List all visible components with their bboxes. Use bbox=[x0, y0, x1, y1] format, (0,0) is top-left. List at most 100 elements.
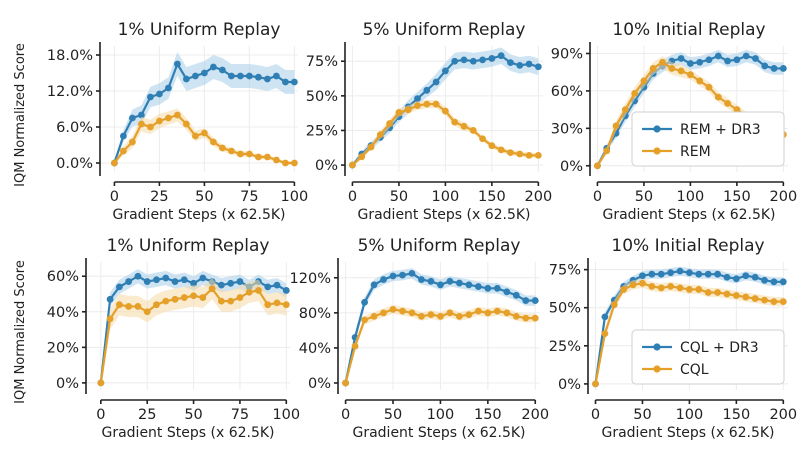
x-tick-label: 200 bbox=[525, 189, 553, 205]
data-point-orange bbox=[732, 292, 740, 299]
chart-title: 10% Initial Replay bbox=[612, 20, 765, 40]
confidence-band-blue bbox=[100, 269, 287, 385]
data-point-orange bbox=[649, 65, 657, 72]
data-point-orange bbox=[594, 162, 601, 170]
data-point-orange bbox=[686, 71, 694, 79]
data-point-orange bbox=[724, 99, 731, 107]
legend-marker-blue bbox=[653, 125, 661, 133]
data-point-blue bbox=[125, 278, 133, 285]
x-tick-label: 200 bbox=[521, 407, 549, 423]
data-point-orange bbox=[493, 307, 501, 315]
data-point-orange bbox=[165, 114, 172, 122]
data-point-orange bbox=[264, 153, 271, 161]
data-point-orange bbox=[629, 281, 637, 289]
data-point-blue bbox=[705, 56, 713, 64]
data-point-orange bbox=[208, 285, 216, 293]
x-tick-label: 100 bbox=[677, 189, 705, 205]
data-point-orange bbox=[380, 309, 387, 317]
x-axis-label: Gradient Steps (x 62.5K) bbox=[101, 425, 274, 441]
data-point-blue bbox=[120, 132, 127, 140]
data-point-blue bbox=[418, 276, 425, 283]
y-axis-label: IQM Normalized Score bbox=[13, 43, 28, 187]
data-point-blue bbox=[380, 276, 387, 283]
data-point-orange bbox=[601, 330, 609, 338]
data-point-orange bbox=[264, 301, 272, 309]
data-point-blue bbox=[695, 270, 703, 278]
data-point-blue bbox=[714, 52, 722, 60]
data-point-blue bbox=[770, 278, 778, 286]
data-point-blue bbox=[497, 52, 505, 60]
data-point-orange bbox=[414, 102, 421, 109]
x-tick-label: 0 bbox=[341, 407, 350, 423]
legend-label: REM + DR3 bbox=[680, 122, 761, 138]
data-point-blue bbox=[686, 269, 693, 277]
x-tick-label: 0 bbox=[593, 189, 602, 205]
data-point-blue bbox=[389, 272, 397, 280]
data-point-blue bbox=[516, 61, 524, 69]
data-point-orange bbox=[437, 312, 444, 320]
data-point-blue bbox=[201, 69, 208, 77]
y-tick-label: 25% bbox=[549, 339, 581, 355]
x-axis-label: Gradient Steps (x 62.5K) bbox=[112, 207, 285, 223]
y-tick-label: 75% bbox=[306, 54, 338, 70]
data-point-orange bbox=[201, 129, 208, 137]
data-point-blue bbox=[531, 297, 539, 304]
legend-label: CQL + DR3 bbox=[680, 340, 759, 356]
data-point-orange bbox=[621, 106, 629, 114]
data-point-orange bbox=[451, 118, 459, 126]
data-point-orange bbox=[273, 299, 281, 307]
y-tick-label: 20% bbox=[47, 340, 79, 356]
y-axis-label: IQM Normalized Score bbox=[13, 260, 28, 404]
data-point-blue bbox=[455, 279, 463, 287]
data-point-orange bbox=[677, 67, 685, 75]
y-tick-label: 60% bbox=[47, 269, 79, 285]
data-point-orange bbox=[639, 279, 646, 287]
data-point-orange bbox=[503, 309, 511, 317]
y-tick-label: 25% bbox=[306, 123, 338, 139]
data-point-blue bbox=[648, 270, 656, 278]
data-point-orange bbox=[648, 282, 656, 290]
legend-box bbox=[631, 329, 785, 385]
data-point-blue bbox=[465, 281, 473, 289]
data-point-blue bbox=[236, 278, 244, 285]
confidence-band-orange bbox=[345, 304, 536, 385]
y-tick-label: 75% bbox=[549, 263, 581, 279]
data-point-orange bbox=[255, 287, 262, 294]
data-point-orange bbox=[522, 314, 530, 322]
data-point-orange bbox=[246, 150, 253, 158]
data-point-blue bbox=[512, 291, 520, 299]
data-point-orange bbox=[106, 315, 114, 323]
data-point-blue bbox=[696, 58, 704, 66]
data-point-orange bbox=[282, 301, 290, 309]
data-point-orange bbox=[97, 379, 105, 387]
data-point-orange bbox=[714, 289, 721, 296]
data-point-orange bbox=[488, 142, 496, 150]
x-tick-label: 150 bbox=[723, 189, 751, 205]
x-tick-label: 0 bbox=[348, 189, 357, 205]
y-tick-label: 0% bbox=[560, 159, 583, 175]
data-point-blue bbox=[147, 93, 154, 101]
data-point-orange bbox=[217, 297, 225, 305]
data-point-blue bbox=[399, 271, 406, 279]
data-point-blue bbox=[761, 276, 768, 284]
data-point-orange bbox=[432, 100, 440, 108]
chart-title: 10% Initial Replay bbox=[611, 236, 764, 256]
legend: CQL + DR3 CQL bbox=[631, 329, 785, 385]
data-point-blue bbox=[129, 114, 136, 122]
y-tick-label: 30% bbox=[551, 121, 583, 137]
data-point-orange bbox=[389, 305, 397, 313]
data-point-orange bbox=[349, 161, 356, 169]
data-point-orange bbox=[484, 309, 492, 317]
data-point-orange bbox=[676, 284, 684, 292]
legend-box bbox=[631, 111, 785, 167]
chart-panel-1: 0.0% 6.0% 12.0% 18.0% 0 25 50 75 100 1% Uniform R… bbox=[13, 20, 308, 223]
data-point-orange bbox=[143, 308, 151, 316]
data-point-blue bbox=[474, 283, 482, 290]
y-tick-label: 0.0% bbox=[56, 156, 93, 172]
data-point-blue bbox=[723, 273, 731, 281]
data-point-blue bbox=[153, 276, 160, 284]
x-tick-label: 75 bbox=[231, 407, 249, 423]
data-point-blue bbox=[451, 57, 459, 65]
x-tick-label: 50 bbox=[195, 189, 213, 205]
